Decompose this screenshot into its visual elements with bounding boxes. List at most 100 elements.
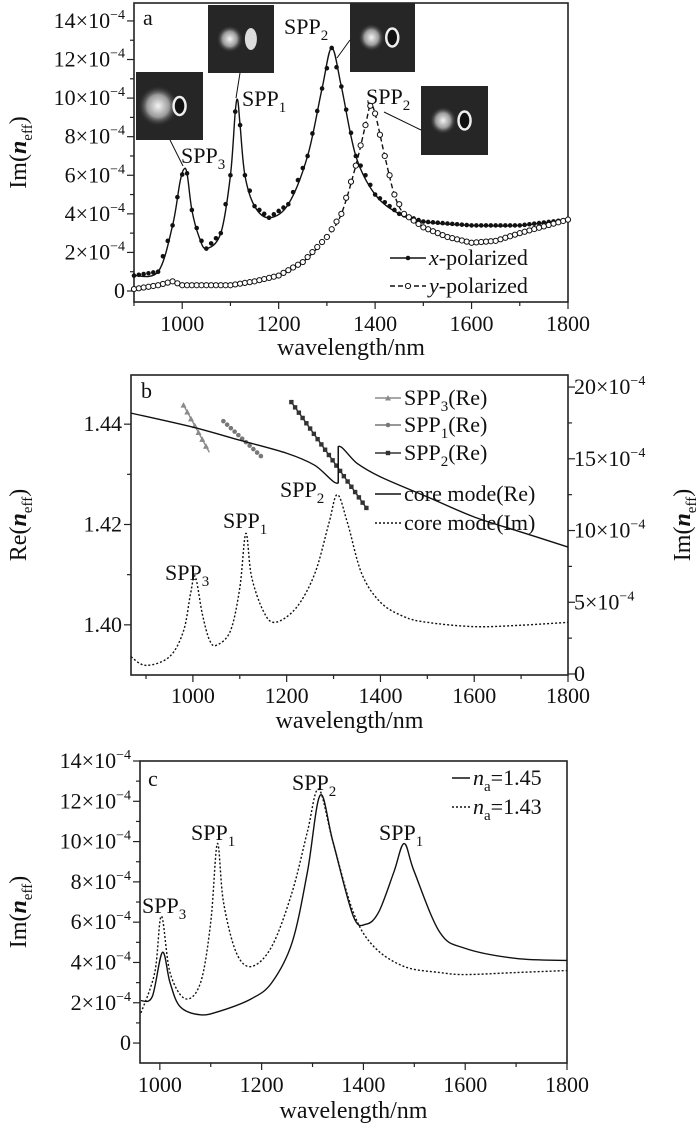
marker-point — [315, 436, 320, 442]
marker-point — [242, 172, 248, 178]
text-part: n — [473, 794, 484, 819]
marker-point — [252, 203, 257, 209]
text-part: SPP — [292, 770, 329, 795]
metal-wire-field — [172, 95, 187, 117]
marker-point — [290, 264, 297, 271]
text-part: 12×10 — [54, 47, 110, 72]
marker-point — [347, 178, 355, 185]
legend-item: na=1.45 — [452, 765, 542, 795]
legend-label: SPP3(Re) — [404, 385, 487, 415]
marker-point — [478, 223, 484, 228]
text-part: 8×10 — [65, 124, 110, 149]
text-part: n — [6, 141, 32, 154]
marker-point — [195, 429, 202, 436]
text-part: −4 — [116, 909, 131, 924]
marker-point — [498, 223, 503, 228]
metal-wire-field — [244, 28, 257, 50]
text-part: 0 — [120, 1030, 131, 1055]
marker-point — [175, 194, 180, 200]
text-part: SPP — [366, 84, 403, 109]
marker-point — [180, 402, 187, 408]
y-tick-label: 0 — [114, 278, 125, 303]
marker-point — [290, 189, 296, 195]
marker-point — [286, 201, 291, 207]
marker-point — [364, 505, 369, 511]
core-field — [358, 23, 385, 52]
y-axis-label: Im(neff) — [6, 116, 36, 188]
y-axis-label: Re(neff) — [6, 489, 36, 561]
marker-point — [328, 226, 335, 233]
legend-item: x-polarized — [390, 245, 528, 270]
marker-point — [356, 495, 362, 500]
marker-point — [330, 458, 335, 463]
text-part: −4 — [110, 47, 125, 62]
series-3 — [130, 412, 569, 548]
marker-point — [292, 405, 298, 410]
text-part: −4 — [116, 829, 131, 844]
marker-point — [266, 215, 272, 221]
marker-point — [391, 191, 398, 198]
text-part: 2 — [441, 454, 449, 470]
marker-point — [326, 452, 332, 458]
text-part: (Re) — [448, 440, 487, 465]
marker-point — [280, 269, 287, 276]
mode-field-inset-2 — [350, 3, 415, 72]
marker-point — [314, 108, 320, 114]
y-tick-label: 12×10−4 — [54, 47, 125, 72]
text-part: 1.44 — [84, 411, 123, 436]
marker-point — [415, 220, 422, 228]
x-tick-label: 1400 — [341, 1072, 385, 1097]
inset-leader-line — [235, 72, 241, 99]
marker-point — [343, 107, 349, 112]
marker-point — [527, 221, 532, 227]
marker-point — [488, 223, 494, 228]
marker-point — [564, 216, 572, 223]
marker-point — [430, 220, 436, 225]
marker-point — [131, 273, 137, 278]
marker-point — [281, 205, 286, 210]
series-line — [140, 788, 568, 1014]
marker-point — [289, 399, 294, 405]
x-tick-label: 1600 — [443, 1072, 487, 1097]
y-tick-label: 1.44 — [84, 411, 123, 436]
y-axis-label: Im(neff) — [6, 876, 36, 948]
y-right-tick-label: 20×10−4 — [574, 374, 645, 399]
panel-label: a — [143, 5, 153, 30]
text-part: Re( — [6, 527, 32, 562]
marker-point — [184, 408, 191, 415]
text-part: 6×10 — [65, 162, 110, 187]
marker-point — [311, 431, 317, 437]
text-part: −4 — [116, 748, 131, 763]
marker-point — [228, 425, 234, 431]
legend-item: core mode(Re) — [375, 481, 535, 506]
marker-point — [493, 223, 498, 228]
legend-item: SPP2(Re) — [375, 440, 487, 470]
text-part: SPP — [181, 143, 218, 168]
marker-point — [435, 220, 441, 226]
marker-point — [204, 246, 209, 251]
text-part: SPP — [404, 385, 441, 410]
y-tick-label: 2×10−4 — [65, 239, 125, 264]
marker-point — [236, 432, 241, 438]
metal-wire-field — [385, 27, 400, 48]
marker-point — [319, 86, 325, 91]
text-part: a — [484, 779, 491, 795]
marker-point — [237, 122, 243, 128]
series-1 — [130, 102, 572, 293]
marker-point — [189, 207, 195, 213]
core-field — [216, 25, 243, 53]
marker-point — [425, 219, 431, 225]
text-part: =1.45 — [491, 765, 542, 790]
x-tick-label: 1600 — [450, 311, 494, 336]
marker-point — [221, 418, 226, 424]
marker-point — [387, 203, 392, 209]
marker-point — [334, 64, 339, 70]
marker-point — [454, 221, 460, 227]
marker-point — [507, 223, 513, 228]
text-part: 6×10 — [71, 909, 116, 934]
marker-point — [396, 211, 402, 217]
metal-wire-field — [457, 110, 472, 131]
marker-point — [400, 210, 408, 217]
marker-point — [150, 270, 156, 275]
annotation-label: SPP1 — [191, 820, 235, 850]
